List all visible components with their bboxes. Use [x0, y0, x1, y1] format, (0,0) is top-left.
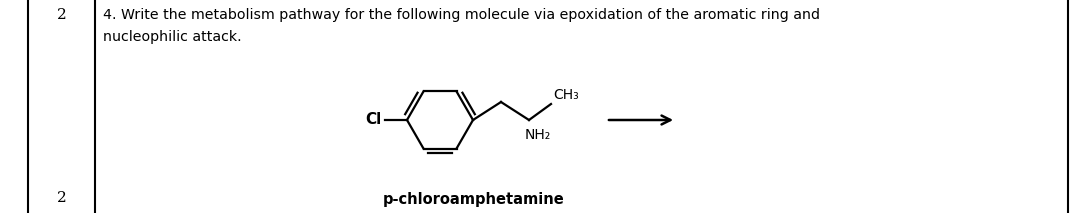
Text: 2: 2: [57, 8, 67, 22]
Text: CH₃: CH₃: [553, 88, 579, 102]
Text: NH₂: NH₂: [525, 128, 551, 142]
Text: 2: 2: [57, 191, 67, 205]
Text: 4. Write the metabolism pathway for the following molecule via epoxidation of th: 4. Write the metabolism pathway for the …: [103, 8, 820, 22]
Text: p-chloroamphetamine: p-chloroamphetamine: [383, 192, 565, 207]
Text: nucleophilic attack.: nucleophilic attack.: [103, 30, 242, 44]
Text: Cl: Cl: [366, 112, 382, 128]
